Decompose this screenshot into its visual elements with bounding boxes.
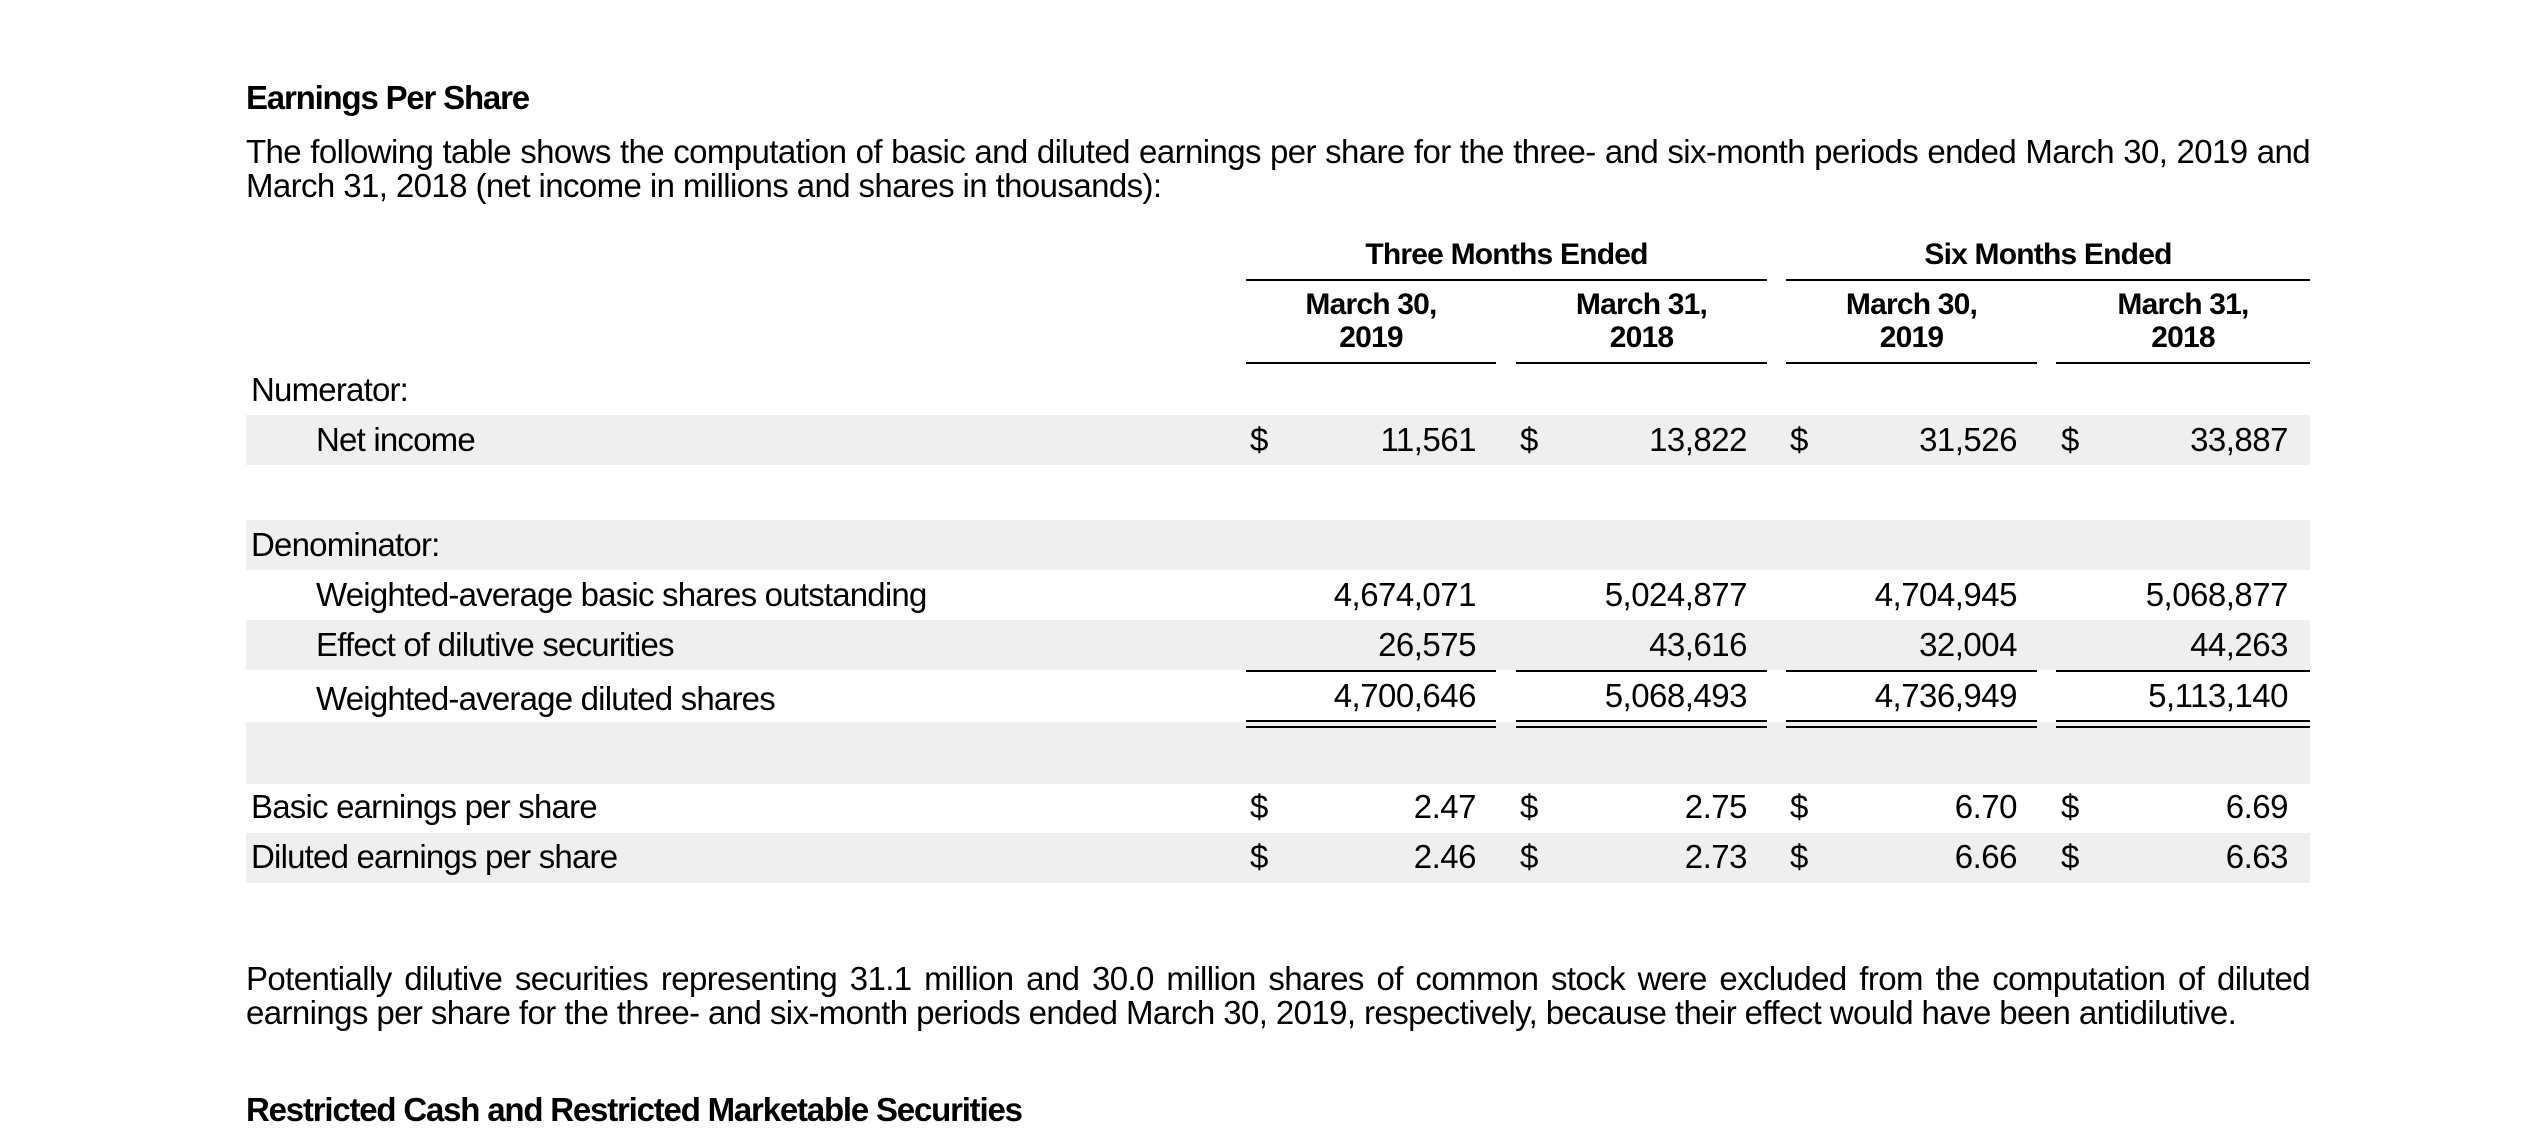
column-header-year: 2019 [1879,321,1944,354]
cell-value: 6.70 [1954,788,2018,825]
column-header-year: 2018 [1609,321,1674,354]
column-header-year: 2018 [2151,321,2215,354]
subtotal-underline [2056,670,2310,672]
currency-symbol: $ [1790,421,1809,458]
total-double-underline [2056,720,2310,728]
row-label-net-income: Net income [316,421,476,458]
denominator-label: Denominator: [251,526,440,563]
currency-symbol: $ [1520,838,1539,875]
intro-line-1: The following table shows the computatio… [246,133,2311,170]
column-header-date: March 31, [1575,288,1708,321]
cell-value: 43,616 [1649,626,1747,663]
column-header-date: March 30, [1305,288,1437,321]
row-band-blank [246,722,2310,784]
column-header: March 30, 2019 [1786,288,2037,354]
row-label-diluted-shares: Weighted-average diluted shares [316,680,776,717]
row-band-dilutive [246,620,2310,670]
cell-value: 5,113,140 [2148,677,2288,714]
currency-symbol: $ [1790,788,1809,825]
row-band-diluted-eps [246,833,2310,883]
row-band-denominator [246,520,2310,570]
total-double-underline [1786,720,2037,728]
cell-value: 26,575 [1378,626,1476,663]
cell-value: 5,068,493 [1604,677,1748,714]
column-header-date: March 31, [2117,288,2249,321]
subtotal-underline [1246,670,1496,672]
cell-value: 33,887 [2190,421,2288,458]
cell-value: 31,526 [1919,421,2017,458]
group-header-six-months: Six Months Ended [1924,238,2172,271]
subtotal-underline [1786,670,2037,672]
row-label-diluted-eps: Diluted earnings per share [251,838,618,875]
row-label-basic-eps: Basic earnings per share [251,788,598,825]
column-header-year: 2019 [1339,321,1403,354]
cell-value: 32,004 [1919,626,2017,663]
currency-symbol: $ [1250,838,1269,875]
cell-value: 6.69 [2225,788,2289,825]
cell-value: 2.75 [1684,788,1748,825]
currency-symbol: $ [2061,421,2080,458]
column-header: March 30, 2019 [1246,288,1496,354]
currency-symbol: $ [1520,421,1539,458]
currency-symbol: $ [1520,788,1539,825]
cell-value: 4,704,945 [1874,576,2018,613]
cell-value: 4,736,949 [1874,677,2018,714]
column-header: March 31, 2018 [1516,288,1767,354]
note-line-2: earnings per share for the three- and si… [246,994,2237,1031]
cell-value: 6.66 [1954,838,2018,875]
subtotal-underline [1516,670,1767,672]
column-header: March 31, 2018 [2056,288,2310,354]
cell-value: 13,822 [1649,421,1747,458]
cell-value: 6.63 [2225,838,2289,875]
column-header-underline [1786,362,2037,364]
cell-value: 2.73 [1684,838,1748,875]
group-underline [1786,279,2310,281]
numerator-label: Numerator: [251,371,409,408]
cell-value: 2.46 [1413,838,1477,875]
column-header-underline [2056,362,2310,364]
cell-value: 5,024,877 [1604,576,1748,613]
section-heading: Earnings Per Share [246,79,530,116]
currency-symbol: $ [1250,788,1269,825]
row-band-net-income [246,415,2310,465]
note-line-1: Potentially dilutive securities represen… [246,960,2311,997]
column-header-underline [1516,362,1767,364]
row-label-basic-shares: Weighted-average basic shares outstandin… [316,576,927,613]
cell-value: 5,068,877 [2145,576,2289,613]
cell-value: 4,674,071 [1333,576,1477,613]
intro-line-2: March 31, 2018 (net income in millions a… [246,167,1162,204]
total-double-underline [1516,720,1767,728]
currency-symbol: $ [1790,838,1809,875]
column-header-date: March 30, [1845,288,1978,321]
cell-value: 44,263 [2190,626,2288,663]
next-section-heading: Restricted Cash and Restricted Marketabl… [246,1091,1023,1128]
currency-symbol: $ [2061,838,2080,875]
cell-value: 11,561 [1380,421,1477,458]
group-header-three-months: Three Months Ended [1365,238,1648,271]
note-paragraph: Potentially dilutive securities represen… [246,960,2311,1031]
currency-symbol: $ [2061,788,2080,825]
cell-value: 2.47 [1413,788,1477,825]
intro-paragraph: The following table shows the computatio… [246,133,2311,204]
column-header-underline [1246,362,1496,364]
row-label-dilutive: Effect of dilutive securities [316,626,675,663]
group-underline [1246,279,1767,281]
total-double-underline [1246,720,1496,728]
cell-value: 4,700,646 [1333,677,1477,714]
currency-symbol: $ [1250,421,1269,458]
